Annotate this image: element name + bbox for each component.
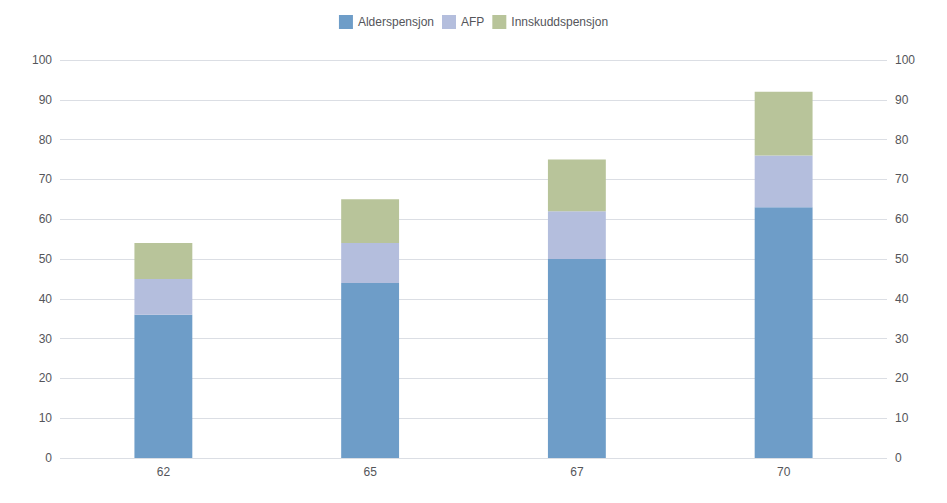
svg-text:10: 10	[39, 411, 53, 425]
svg-text:62: 62	[157, 465, 171, 479]
svg-text:90: 90	[39, 93, 53, 107]
svg-text:65: 65	[363, 465, 377, 479]
svg-text:Alderspensjon: Alderspensjon	[358, 15, 434, 29]
svg-text:30: 30	[39, 332, 53, 346]
svg-text:60: 60	[895, 212, 909, 226]
svg-text:80: 80	[895, 133, 909, 147]
svg-text:0: 0	[895, 451, 902, 465]
svg-text:AFP: AFP	[461, 15, 484, 29]
svg-text:60: 60	[39, 212, 53, 226]
svg-text:30: 30	[895, 332, 909, 346]
svg-text:70: 70	[777, 465, 791, 479]
svg-text:40: 40	[895, 292, 909, 306]
svg-text:10: 10	[895, 411, 909, 425]
svg-text:80: 80	[39, 133, 53, 147]
svg-text:70: 70	[39, 172, 53, 186]
svg-text:40: 40	[39, 292, 53, 306]
svg-text:67: 67	[570, 465, 584, 479]
svg-text:Innskuddspensjon: Innskuddspensjon	[511, 15, 608, 29]
svg-text:70: 70	[895, 172, 909, 186]
svg-text:100: 100	[32, 53, 52, 67]
svg-text:90: 90	[895, 93, 909, 107]
svg-text:50: 50	[895, 252, 909, 266]
svg-text:100: 100	[895, 53, 915, 67]
svg-text:0: 0	[45, 451, 52, 465]
svg-text:50: 50	[39, 252, 53, 266]
svg-text:20: 20	[39, 371, 53, 385]
svg-text:20: 20	[895, 371, 909, 385]
